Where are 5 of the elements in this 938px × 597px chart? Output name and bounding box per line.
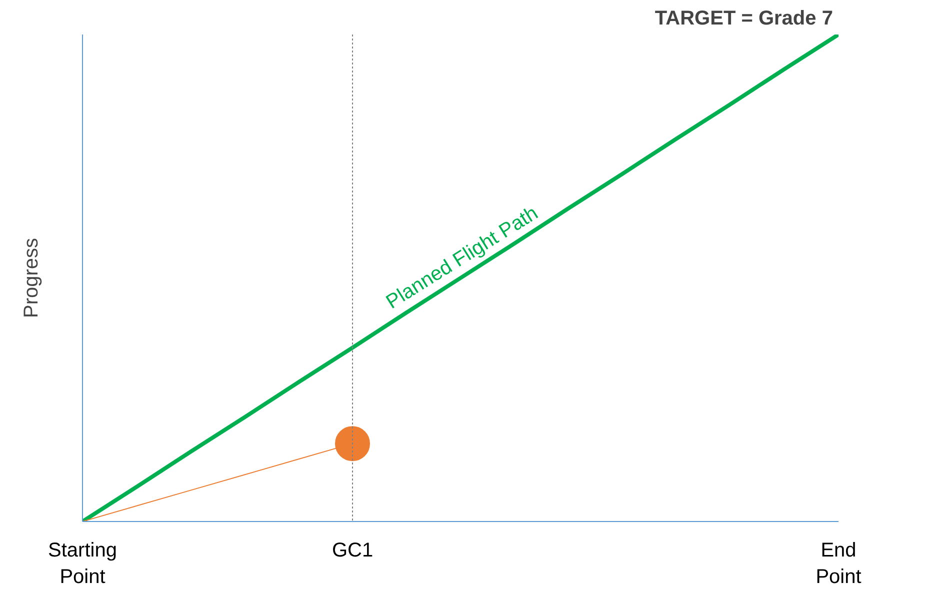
x-tick-label: GC1: [332, 540, 374, 562]
x-tick-label: Starting Point: [48, 540, 117, 588]
text: TARGET = Grade 7: [654, 8, 833, 30]
y-axis-title: Progress: [20, 238, 42, 318]
x-tick-label: End Point: [816, 540, 862, 588]
